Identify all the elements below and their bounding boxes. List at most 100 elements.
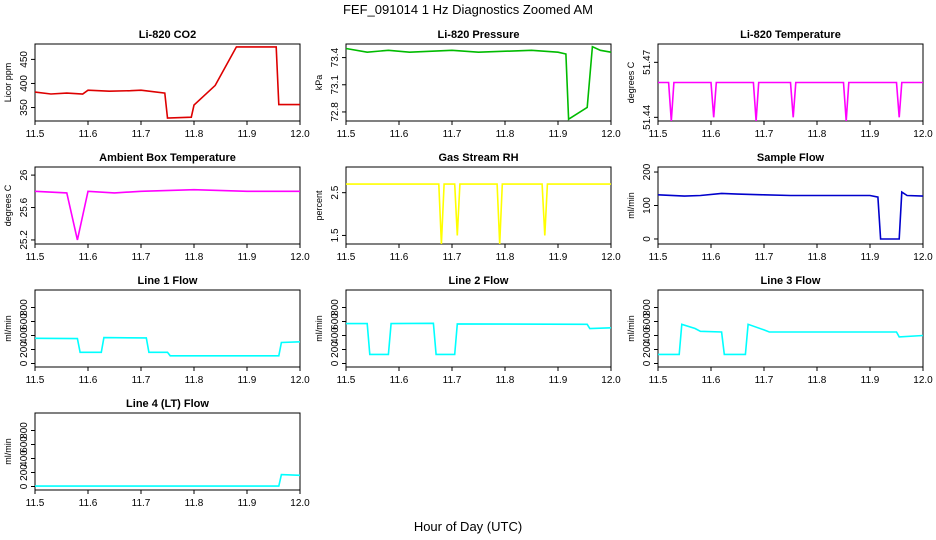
x-tick-label: 11.9 [861, 252, 880, 263]
x-tick-label: 11.6 [79, 129, 98, 140]
y-tick-label: 0 [330, 360, 341, 366]
x-tick-label: 11.5 [649, 375, 668, 386]
x-tick-label: 11.6 [79, 498, 98, 509]
y-tick-label: 73.1 [330, 75, 341, 95]
x-tick-label: 12.0 [601, 375, 621, 386]
x-tick-label: 11.5 [26, 375, 45, 386]
series-line [346, 322, 612, 356]
x-tick-label: 11.5 [337, 252, 356, 263]
y-tick-label: 0 [642, 236, 653, 242]
y-tick-label: 600 [330, 313, 341, 330]
x-tick-label: 11.9 [549, 375, 568, 386]
y-axis-label: degrees C [3, 184, 13, 226]
x-tick-label: 11.7 [755, 129, 774, 140]
x-tick-label: 11.9 [238, 375, 257, 386]
chart-panel: Line 3 Flow ml/min 11.5 11.6 11.7 11.8 11.9 12.… [626, 275, 933, 386]
y-tick-label: 200 [19, 464, 30, 481]
x-tick-label: 12.0 [913, 129, 933, 140]
panel-title: Li-820 Temperature [740, 29, 841, 41]
y-axis-label: percent [314, 190, 324, 221]
y-tick-label: 200 [642, 341, 653, 358]
series-line [35, 473, 301, 487]
x-tick-label: 11.7 [132, 498, 151, 509]
chart-panel: Li-820 CO2 Licor ppm 11.5 11.6 11.7 11.8 11.9 1… [3, 29, 310, 140]
y-tick-label: 800 [330, 299, 341, 316]
panel-title: Line 4 (LT) Flow [126, 398, 209, 410]
x-tick-label: 11.9 [861, 375, 880, 386]
plot-frame [34, 43, 301, 122]
x-tick-label: 11.6 [702, 375, 721, 386]
y-tick-label: 400 [19, 75, 30, 92]
y-axis-label: kPa [314, 75, 324, 91]
panel-title: Ambient Box Temperature [99, 152, 236, 164]
x-tick-label: 11.7 [443, 252, 462, 263]
y-tick-label: 350 [19, 99, 30, 116]
x-tick-label: 11.8 [808, 252, 827, 263]
y-tick-label: 0 [642, 360, 653, 366]
x-tick-label: 11.5 [26, 498, 45, 509]
x-tick-label: 11.8 [185, 252, 204, 263]
panel-title: Sample Flow [757, 152, 825, 164]
y-tick-label: 25.2 [19, 230, 30, 250]
y-axis-label: ml/min [626, 192, 636, 219]
y-tick-label: 1.5 [330, 228, 341, 242]
x-tick-label: 11.9 [549, 252, 568, 263]
y-tick-label: 51.44 [642, 104, 653, 129]
series-line [34, 188, 300, 241]
x-tick-label: 11.7 [443, 375, 462, 386]
y-tick-label: 0 [19, 483, 30, 489]
y-tick-label: 400 [330, 327, 341, 344]
y-tick-label: 72.8 [330, 102, 341, 122]
panel-title: Gas Stream RH [438, 152, 518, 164]
x-tick-label: 11.6 [702, 252, 721, 263]
y-tick-label: 400 [19, 450, 30, 467]
figure-title: FEF_091014 1 Hz Diagnostics Zoomed AM [343, 2, 593, 17]
y-tick-label: 800 [642, 299, 653, 316]
y-axis-label: degrees C [626, 61, 636, 103]
y-tick-label: 400 [642, 327, 653, 344]
y-tick-label: 200 [19, 341, 30, 358]
y-tick-label: 0 [19, 360, 30, 366]
plot-frame [657, 289, 924, 368]
y-tick-label: 600 [19, 313, 30, 330]
chart-panel: Ambient Box Temperature degrees C 11.5 11.6… [3, 152, 310, 263]
x-tick-label: 11.8 [185, 375, 204, 386]
panel-title: Line 1 Flow [138, 275, 198, 287]
x-tick-label: 11.6 [390, 375, 409, 386]
chart-panel: Line 4 (LT) Flow ml/min 11.5 11.6 11.7 11.8 11… [3, 398, 310, 509]
series-line [345, 45, 612, 121]
x-tick-label: 11.8 [496, 252, 515, 263]
panel-title: Line 2 Flow [449, 275, 509, 287]
chart-panel: Li-820 Temperature degrees C 11.5 11.6 11.7 1… [626, 29, 933, 140]
y-axis-label: Licor ppm [3, 63, 13, 103]
x-tick-label: 11.7 [443, 129, 462, 140]
chart-panel: Gas Stream RH percent 11.5 11.6 11.7 11.8 11.9… [314, 152, 621, 263]
plot-frame [345, 289, 612, 368]
plot-frame [345, 43, 612, 122]
y-tick-label: 73.4 [330, 47, 341, 67]
y-tick-label: 400 [19, 327, 30, 344]
chart-panel: Sample Flow ml/min 11.5 11.6 11.7 11.8 11.9 12.… [626, 152, 933, 263]
x-tick-label: 12.0 [601, 129, 621, 140]
y-tick-label: 2.5 [330, 185, 341, 199]
plot-frame [34, 289, 301, 368]
chart-panel: Line 1 Flow ml/min 11.5 11.6 11.7 11.8 11.9 12.… [3, 275, 310, 386]
x-tick-label: 11.8 [808, 129, 827, 140]
y-tick-label: 800 [19, 299, 30, 316]
series-line [657, 190, 924, 240]
y-tick-label: 51.47 [642, 49, 653, 74]
x-tick-label: 12.0 [290, 252, 310, 263]
x-tick-label: 11.7 [132, 252, 151, 263]
x-tick-label: 11.7 [755, 375, 774, 386]
x-tick-label: 11.8 [496, 129, 515, 140]
x-tick-label: 11.6 [702, 129, 721, 140]
series-line [34, 46, 300, 119]
figure-xlabel: Hour of Day (UTC) [414, 519, 522, 534]
y-tick-label: 600 [642, 313, 653, 330]
x-tick-label: 11.5 [26, 129, 45, 140]
x-tick-label: 12.0 [290, 375, 310, 386]
y-axis-label: ml/min [626, 315, 636, 342]
y-tick-label: 26 [19, 169, 30, 181]
series-line [658, 323, 924, 356]
y-axis-label: ml/min [314, 315, 324, 342]
